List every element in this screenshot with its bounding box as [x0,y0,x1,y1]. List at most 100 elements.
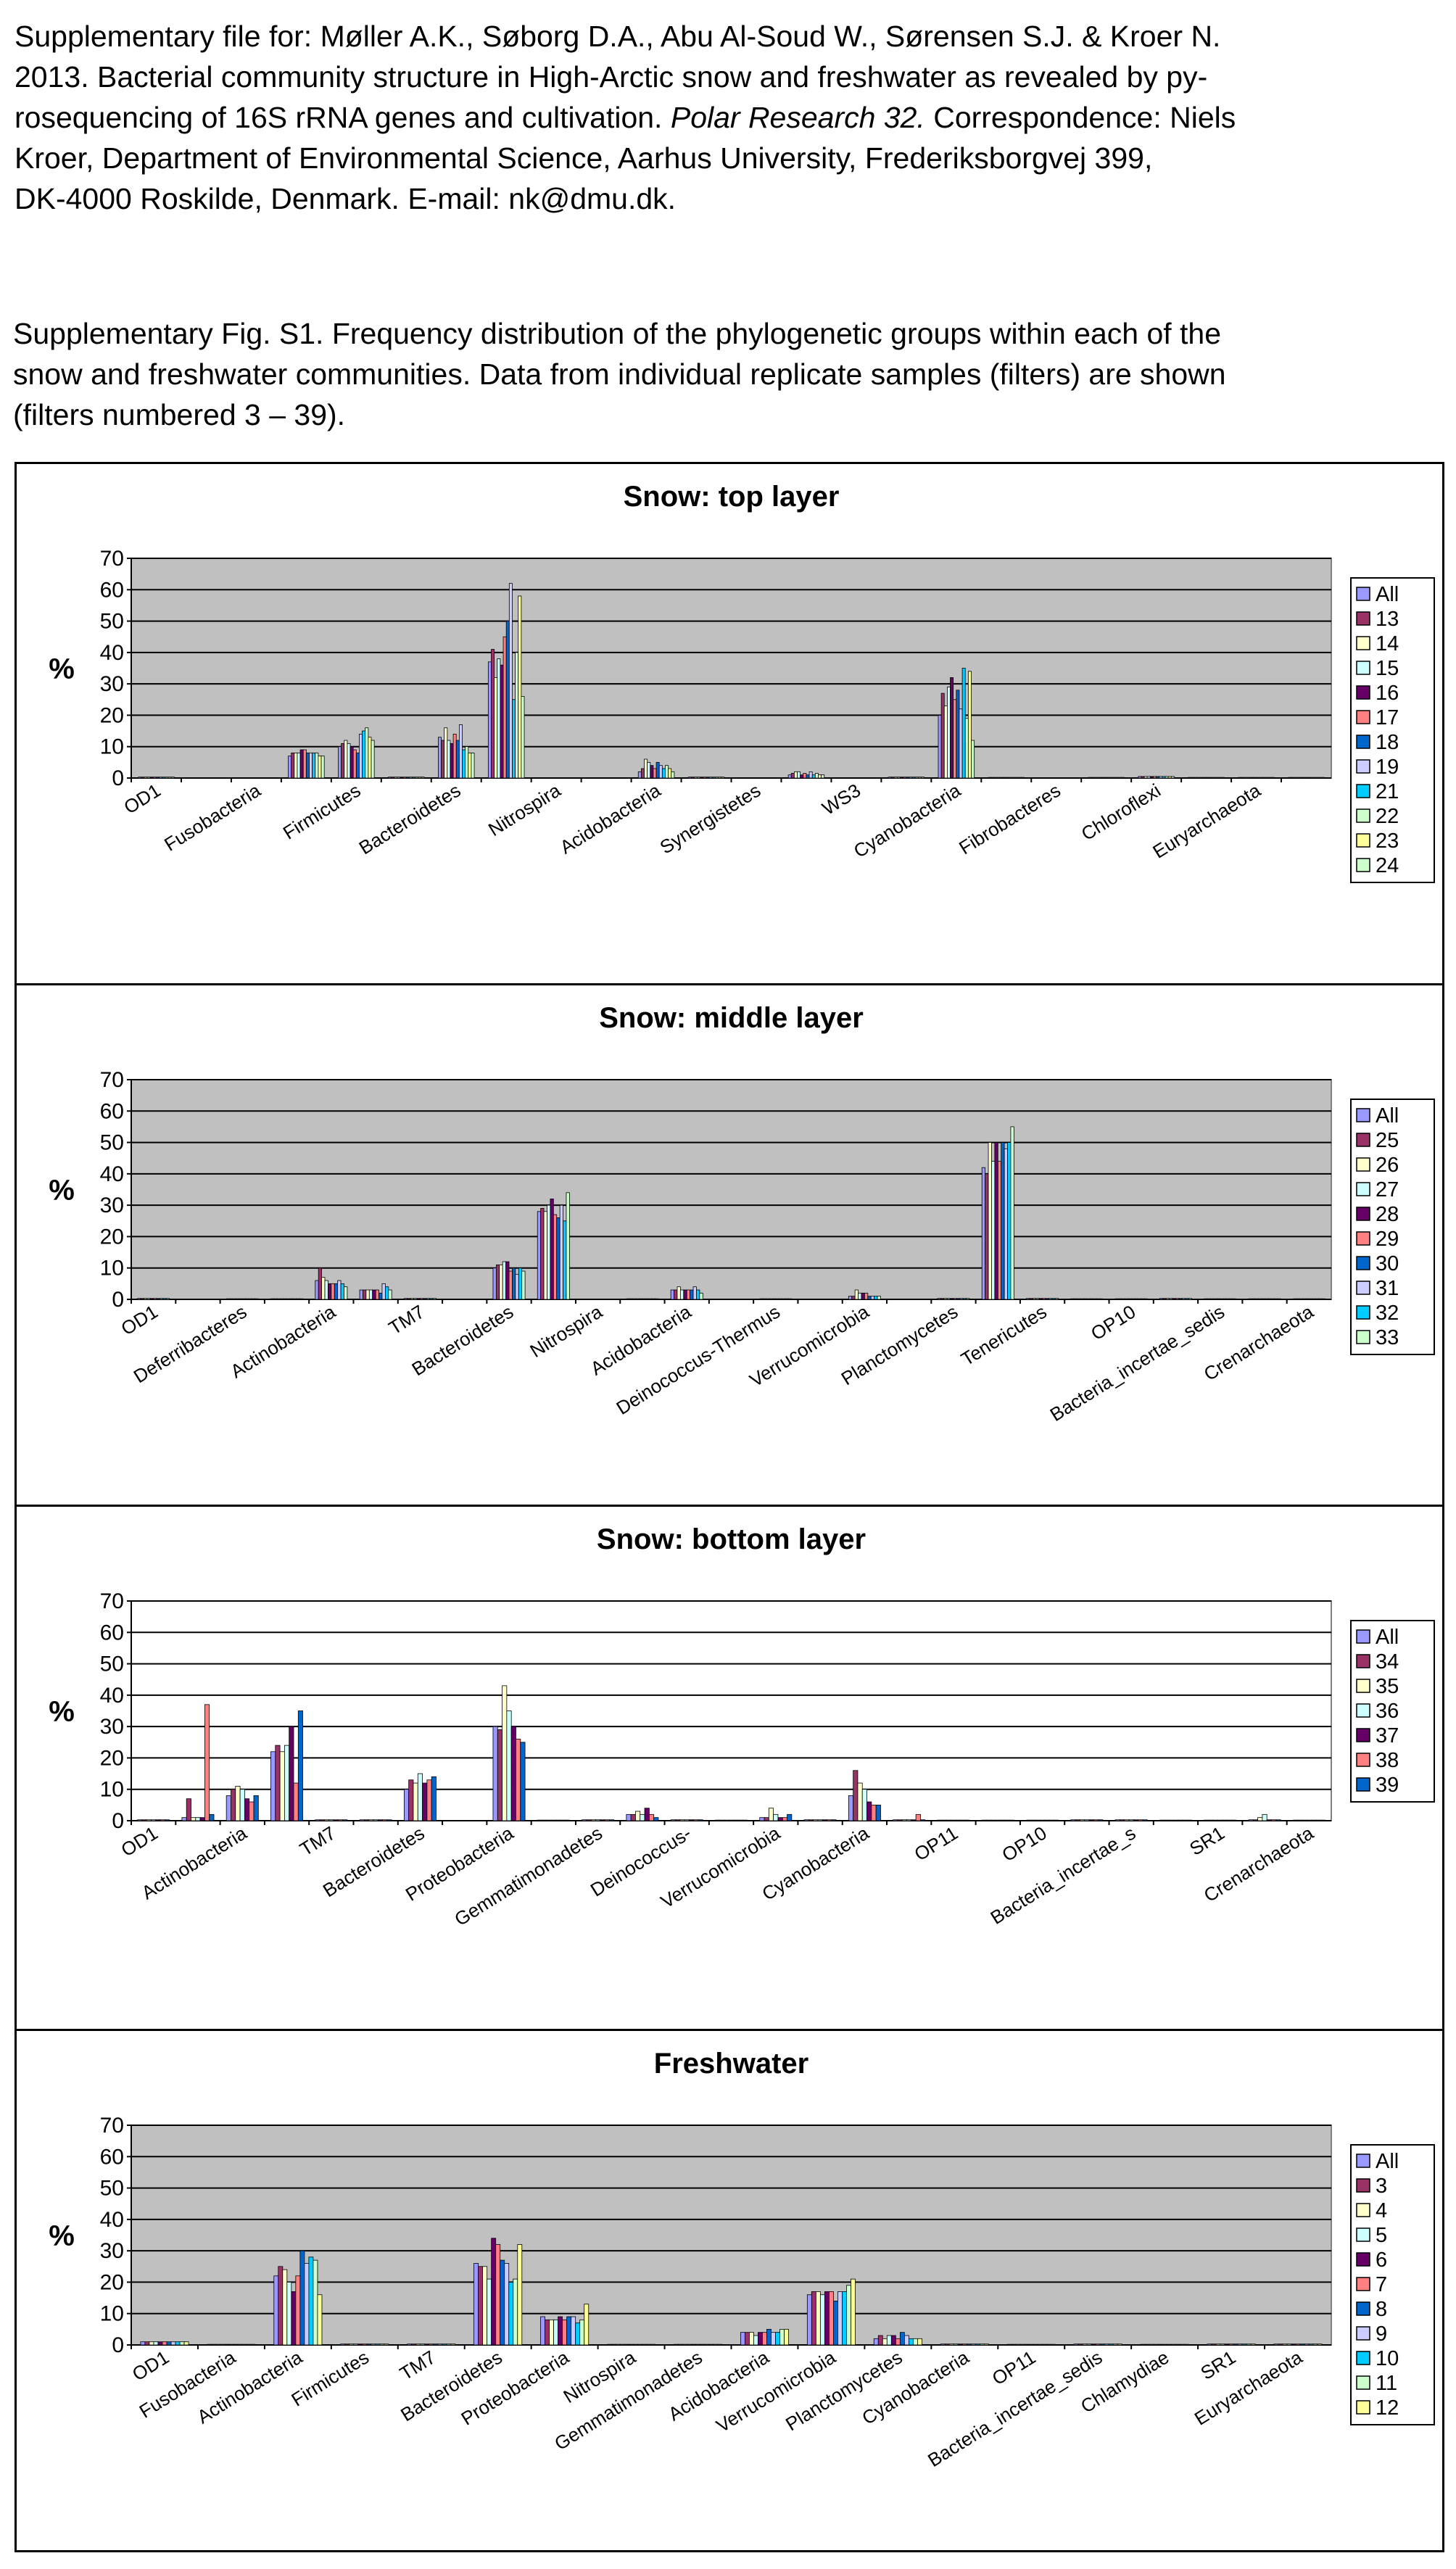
bar [1299,2343,1305,2346]
bar [384,1286,389,1300]
bar [866,1801,872,1821]
bar [170,2341,176,2346]
legend-swatch [1356,2252,1370,2267]
legend-label: 7 [1376,2273,1387,2296]
bar [386,1819,392,1821]
x-category-label: OD1 [120,779,164,819]
bar [682,2343,687,2346]
bar [1117,2343,1122,2346]
bar [1275,1819,1281,1821]
bar [1309,777,1313,779]
x-category-label: Nitrospira [526,1300,607,1362]
bar [811,774,816,779]
bar [1033,2343,1038,2346]
bar [700,2343,705,2346]
y-axis-label: % [49,653,75,685]
bar [950,677,954,779]
bar [1041,2343,1047,2346]
bar [1028,2343,1034,2346]
bar [1024,2343,1030,2346]
bar [373,1819,379,1821]
bar [762,2332,767,2346]
bar [388,1289,392,1300]
bar [1233,2343,1238,2346]
bar [800,774,804,779]
bar [993,777,998,779]
bar [1104,2343,1109,2346]
bar [146,777,151,779]
bar [647,761,651,779]
bar [388,777,392,779]
bar [1044,1819,1050,1821]
bar [814,773,819,779]
x-category-label: TM7 [296,1822,339,1861]
y-tick-label: 60 [100,1099,124,1123]
bar [895,2338,901,2346]
chart-panel-snow-top: Snow: top layer 0 10 20 30 40 50 60 70% OD1 Fusoba… [15,462,1444,985]
header-line-2: 2013. Bacterial community structure in H… [15,60,1208,94]
bar [1001,1142,1005,1300]
bar [1209,777,1213,779]
bar [1211,2343,1217,2346]
bar [811,2291,816,2346]
bar [502,1685,508,1821]
bar [708,777,713,779]
bar [1224,2343,1230,2346]
bar [312,752,316,779]
bar [215,2343,221,2346]
bar [822,1819,827,1821]
bar [204,1704,210,1821]
bar [291,2291,297,2346]
legend-swatch [1356,2326,1370,2341]
chart-panel-snow-middle: Snow: middle layer 0 10 20 30 40 50 60 70% OD1 Def… [15,983,1444,1507]
bar [162,777,166,779]
x-category-label: SR1 [1196,2346,1239,2384]
bar [191,1817,197,1821]
bar [946,1819,952,1821]
bar [1004,1148,1008,1300]
bar [1267,777,1272,779]
bar [555,1819,561,1821]
bar [728,1819,735,1821]
x-category-label: TM7 [396,2346,439,2385]
bar [415,2343,421,2346]
bar [547,1204,551,1300]
bar [465,746,469,779]
legend-label: 35 [1376,1675,1399,1698]
bar [340,2343,346,2346]
bar [1114,777,1119,779]
y-tick-label: 30 [100,1194,124,1217]
bar [1241,2343,1247,2346]
legend-swatch [1356,2203,1370,2217]
bar [226,1795,231,1821]
legend [1350,577,1435,883]
bar [297,1710,304,1821]
bar [1188,777,1192,779]
bar [1215,2343,1221,2346]
legend-swatch [1356,1305,1370,1320]
y-tick-label: 70 [100,2114,124,2138]
bar [1010,1126,1014,1300]
bar [294,752,298,779]
bar [703,777,707,779]
bar [903,777,907,779]
bar [717,2343,723,2346]
bar [1153,776,1157,779]
bar [901,1819,907,1821]
chart-snow-top-layer: Snow: top layer 0 10 20 30 40 50 60 70% OD1Fusoba… [49,481,1435,883]
bar [1249,777,1254,779]
bar [1149,776,1154,779]
bar [382,1819,388,1821]
legend-label: 24 [1376,854,1399,877]
bar [411,2343,417,2346]
bar [278,2266,284,2346]
caption-line-2: snow and freshwater communities. Data fr… [13,357,1226,391]
legend-swatch [1356,1753,1370,1767]
chart-snow-middle-layer: Snow: middle layer010203040506070%OD1Def… [49,1002,1435,1426]
bar [1037,2343,1043,2346]
bar [668,768,672,779]
y-tick-label: 0 [112,1809,124,1833]
bar [1000,1819,1006,1821]
bar [611,2343,616,2346]
bar [508,1270,513,1300]
